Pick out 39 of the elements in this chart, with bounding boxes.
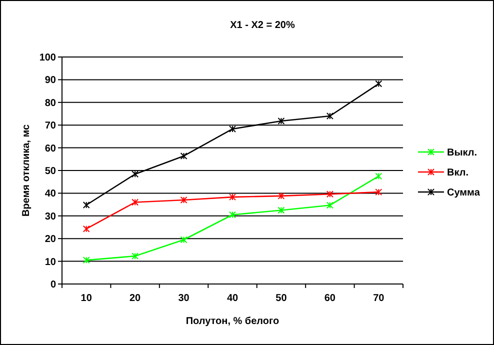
x-tick-label: 60 bbox=[324, 293, 336, 304]
chart-title: X1 - X2 = 20% bbox=[230, 20, 295, 31]
x-tick-label: 30 bbox=[178, 293, 190, 304]
point bbox=[132, 170, 139, 178]
point bbox=[326, 112, 334, 120]
y-tick-label: 0 bbox=[50, 280, 56, 290]
y-axis-title: Время отклика, мс bbox=[21, 124, 32, 217]
point bbox=[132, 252, 139, 260]
y-tick-label: 20 bbox=[44, 234, 56, 246]
legend-label: Вкл. bbox=[447, 168, 469, 178]
x-tick-label: 70 bbox=[373, 293, 385, 304]
y-tick-label: 90 bbox=[44, 75, 56, 86]
point bbox=[326, 202, 334, 209]
x-tick-label: 50 bbox=[276, 293, 288, 304]
point bbox=[180, 152, 188, 160]
point bbox=[278, 118, 285, 125]
x-axis-title: Полутон, % белого bbox=[186, 316, 280, 327]
point bbox=[180, 236, 188, 244]
point bbox=[278, 206, 285, 214]
y-tick-label: 70 bbox=[44, 120, 56, 132]
y-tick-label: 10 bbox=[44, 256, 56, 268]
point bbox=[132, 198, 139, 206]
legend-label: Выкл. bbox=[447, 148, 478, 158]
y-tick-label: 100 bbox=[39, 52, 56, 64]
legend-label: Сумма bbox=[447, 188, 480, 198]
y-tick-label: 40 bbox=[44, 188, 56, 200]
x-tick-label: 40 bbox=[226, 293, 238, 304]
point bbox=[229, 194, 236, 201]
x-tick-label: 10 bbox=[80, 293, 92, 304]
y-tick-label: 30 bbox=[44, 211, 56, 222]
x-tick-label: 20 bbox=[130, 293, 142, 304]
point bbox=[229, 125, 236, 132]
y-tick-label: 60 bbox=[44, 143, 56, 154]
y-tick-label: 50 bbox=[44, 166, 56, 177]
point bbox=[278, 192, 285, 200]
point bbox=[180, 196, 188, 204]
y-tick-label: 80 bbox=[44, 98, 56, 109]
point bbox=[326, 190, 334, 198]
point bbox=[229, 211, 236, 218]
